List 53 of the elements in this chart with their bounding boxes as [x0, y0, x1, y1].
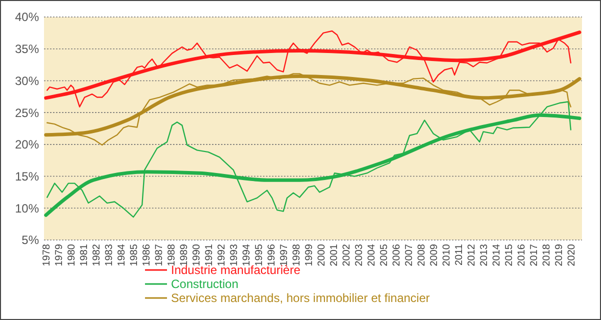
y-tick-label: 15%	[14, 169, 40, 184]
x-tick-label: 2019	[554, 244, 565, 266]
x-tick-label: 2014	[491, 244, 502, 266]
legend-label: Services marchands, hors immobilier et financier	[171, 291, 430, 306]
x-tick-label: 1996	[266, 244, 278, 266]
x-tick-label: 1990	[191, 244, 202, 266]
x-tick-label: 2002	[341, 244, 352, 266]
x-tick-label: 1992	[216, 244, 228, 266]
x-tick-label: 1989	[178, 244, 190, 266]
x-tick-label: 1980	[66, 244, 78, 266]
x-tick-label: 1984	[116, 244, 128, 266]
x-tick-label: 1994	[241, 244, 252, 266]
x-tick-label: 1991	[204, 244, 215, 266]
y-tick-label: 40%	[14, 10, 40, 24]
x-tick-label: 2003	[354, 244, 365, 266]
x-tick-label: 2018	[541, 244, 552, 266]
x-tick-label: 1983	[104, 244, 115, 266]
x-tick-label: 2016	[516, 244, 528, 266]
x-tick-label: 1988	[166, 244, 178, 266]
x-tick-label: 2012	[466, 244, 478, 266]
x-tick-label: 1985	[128, 244, 140, 266]
x-tick-label: 2005	[378, 244, 390, 266]
x-tick-label: 1997	[278, 244, 290, 266]
x-tick-label: 2004	[366, 244, 378, 266]
x-tick-label: 2013	[478, 244, 490, 266]
x-tick-label: 1982	[91, 244, 102, 266]
x-tick-label: 1995	[254, 244, 265, 266]
x-tick-label: 2008	[416, 244, 428, 266]
y-tick-label: 30%	[14, 74, 40, 88]
x-tick-label: 2006	[391, 244, 402, 266]
x-tick-label: 1993	[228, 244, 240, 266]
x-tick-label: 1978	[41, 244, 52, 266]
x-tick-label: 2007	[404, 244, 415, 266]
x-tick-label: 2000	[316, 244, 328, 266]
y-tick-label: 25%	[14, 106, 40, 120]
x-tick-label: 2001	[328, 244, 340, 266]
x-tick-label: 2015	[504, 244, 515, 266]
y-tick-label: 5%	[22, 233, 40, 248]
x-tick-label: 1986	[141, 244, 152, 266]
x-tick-label: 1987	[154, 244, 165, 266]
y-tick-label: 20%	[14, 138, 40, 152]
legend-label: Construction	[171, 277, 238, 292]
x-tick-label: 1998	[291, 244, 302, 266]
x-tick-label: 2009	[428, 244, 440, 266]
x-tick-label: 2011	[454, 244, 465, 266]
y-tick-label: 10%	[14, 201, 40, 216]
x-tick-label: 1979	[54, 244, 65, 266]
y-tick-label: 35%	[14, 42, 40, 56]
x-tick-label: 2010	[441, 244, 452, 266]
x-tick-label: 1981	[78, 244, 90, 266]
x-tick-label: 1999	[304, 244, 315, 266]
x-tick-label: 2020	[566, 244, 578, 266]
x-tick-label: 2017	[528, 244, 540, 266]
